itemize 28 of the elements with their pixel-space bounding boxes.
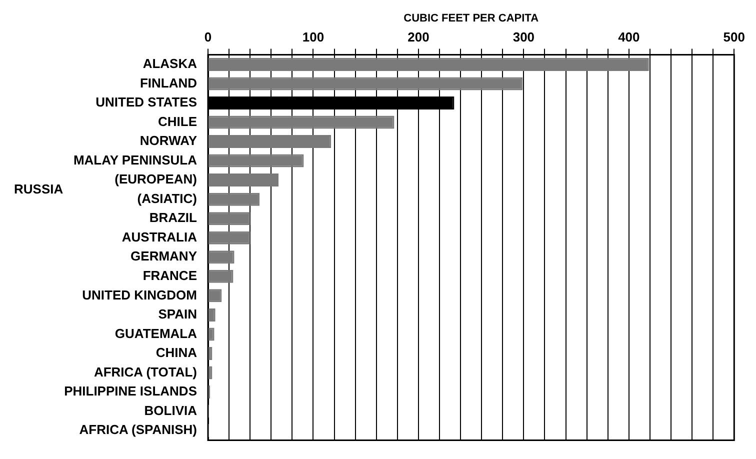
y-tick-label: FRANCE [142,268,198,283]
x-tick-label: 300 [512,30,535,45]
y-tick-label: CHILE [158,114,198,129]
x-tick-label: 100 [302,30,324,45]
x-tick-label: 500 [723,30,746,45]
y-tick-label: UNITED KINGDOM [82,287,197,302]
y-tick-label: MALAY PENINSULA [73,152,198,168]
y-tick-label: BOLIVIA [144,402,198,418]
y-tick-label: AFRICA (SPANISH) [79,422,197,438]
text: RUSSIA [14,181,64,196]
y-tick-label: ALASKA [142,56,198,72]
y-tick-label: (EUROPEAN) [114,172,197,187]
y-tick-label: PHILIPPINE ISLANDS [64,384,198,399]
x-axis-title: CUBIC FEET PER CAPITA [404,12,539,25]
y-tick-label: BRAZIL [149,210,198,226]
y-tick-label: FINLAND [140,75,197,90]
y-tick-label: CHINA [156,345,198,360]
x-tick-label: 400 [618,30,640,45]
y-tick-label: NORWAY [140,133,198,148]
y-tick-label: GERMANY [130,248,198,264]
y-tick-label: SPAIN [158,306,197,322]
x-tick-label: 200 [408,30,430,45]
x-tick-label: 0 [204,30,212,45]
y-tick-label: UNITED STATES [96,94,198,110]
y-tick-label: (ASIATIC) [137,190,197,206]
y-tick-label: AFRICA (TOTAL) [94,364,197,380]
y-tick-label: AUSTRALIA [122,229,198,244]
y-tick-label: GUATEMALA [114,326,198,341]
